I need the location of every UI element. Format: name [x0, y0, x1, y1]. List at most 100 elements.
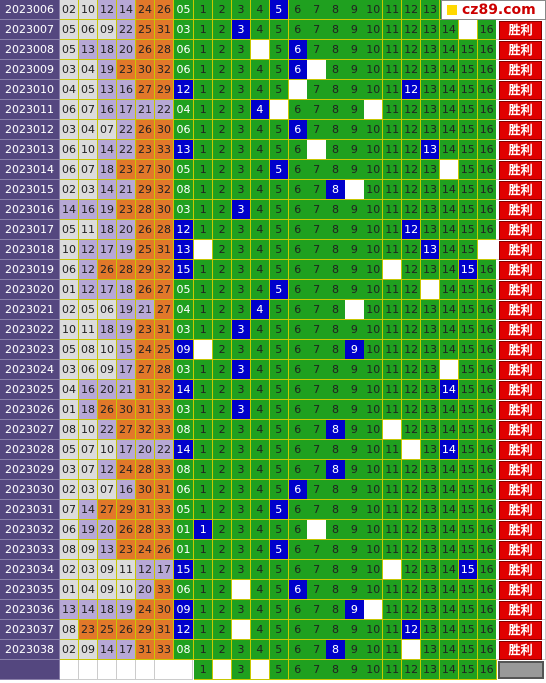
red-ball: 14 [79, 500, 98, 520]
red-ball: 27 [136, 160, 155, 180]
grid-cell: 9 [345, 480, 365, 500]
grid-cell: 2 [212, 80, 233, 100]
red-ball: 19 [117, 320, 136, 340]
grid-cell: 6 [288, 620, 308, 640]
grid-cell: 2 [212, 480, 233, 500]
grid-cell: 16 [477, 520, 497, 540]
grid-cell: 13 [420, 600, 441, 620]
grid-cell: 5 [269, 560, 289, 580]
grid-cell: 15 [458, 580, 478, 600]
result-badge: 胜利 [499, 341, 542, 360]
grid-cell: 15 [458, 140, 478, 160]
red-ball: 30 [136, 60, 155, 80]
red-ball: 24 [136, 540, 155, 560]
red-ball: 31 [136, 640, 155, 660]
red-ball: 32 [155, 60, 174, 80]
grid-cell: 2 [212, 600, 233, 620]
hit-cell: 6 [288, 580, 308, 600]
logo: cz89.com [441, 0, 546, 20]
grid-cell: 16 [477, 120, 497, 140]
red-ball: 05 [79, 80, 98, 100]
logo-icon [447, 5, 457, 15]
red-ball: 26 [136, 120, 155, 140]
grid-cell: 2 [212, 520, 233, 540]
grid-cell: 15 [458, 620, 478, 640]
grid-cell: 12 [401, 380, 422, 400]
grid-cell: 14 [439, 340, 460, 360]
grid-cell: 8 [326, 120, 346, 140]
grid-cell: 12 [401, 20, 422, 40]
blue-ball: 03 [174, 20, 194, 40]
grid-cell: 3 [231, 640, 252, 660]
red-ball: 03 [60, 120, 79, 140]
grid-cell: 9 [345, 540, 365, 560]
red-ball: 23 [136, 140, 155, 160]
hit-cell: 8 [326, 640, 346, 660]
grid-cell: 11 [383, 180, 403, 200]
grid-cell: 12 [401, 180, 422, 200]
result: 胜利 [496, 520, 546, 540]
grid-cell: 9 [345, 80, 365, 100]
grid-cell: 10 [364, 460, 384, 480]
red-ball: 10 [98, 440, 117, 460]
red-ball: 02 [60, 480, 79, 500]
red-ball: 11 [79, 220, 98, 240]
grid-cell: 6 [288, 360, 308, 380]
red-ball: 07 [79, 440, 98, 460]
grid-cell: 9 [345, 200, 365, 220]
grid-cell: 7 [307, 600, 327, 620]
period: 2023021 [0, 300, 60, 320]
grid-cell: 4 [250, 320, 271, 340]
blue-ball: 06 [174, 120, 194, 140]
grid-cell: 10 [364, 160, 384, 180]
grid-cell: 1 [194, 600, 214, 620]
grid-cell: 16 [477, 40, 497, 60]
grid-cell: 16 [477, 280, 497, 300]
red-ball: 16 [79, 380, 98, 400]
red-ball: 11 [117, 560, 136, 580]
period: 2023035 [0, 580, 60, 600]
result: 胜利 [496, 160, 546, 180]
grid-cell: 8 [326, 580, 346, 600]
red-ball: 29 [155, 80, 174, 100]
grid-cell: 12 [401, 300, 422, 320]
period: 2023032 [0, 520, 60, 540]
grid-cell: 3 [231, 220, 252, 240]
grid-cell: 9 [345, 280, 365, 300]
grid-cell: 11 [383, 500, 403, 520]
blank-cell [194, 340, 214, 360]
grid-cell: 7 [307, 40, 327, 60]
grid-cell: 2 [212, 360, 233, 380]
grid-cell: 4 [250, 620, 271, 640]
grid-cell: 13 [420, 40, 441, 60]
red-ball: 07 [79, 100, 98, 120]
grid-cell: 13 [420, 300, 441, 320]
grid-cell: 13 [420, 80, 441, 100]
grid-cell: 9 [345, 320, 365, 340]
blue-ball: 05 [174, 280, 194, 300]
grid-cell: 16 [477, 360, 497, 380]
grid-cell: 3 [231, 500, 252, 520]
grid-cell: 1 [194, 420, 214, 440]
grid-cell: 7 [307, 660, 327, 680]
grid-cell: 13 [420, 160, 441, 180]
red-ball: 12 [98, 0, 117, 20]
blank-cell [383, 260, 403, 280]
grid-cell: 1 [194, 120, 214, 140]
result-badge: 胜利 [499, 61, 542, 80]
hit-cell: 6 [288, 480, 308, 500]
grid-cell: 14 [439, 420, 460, 440]
grid-cell: 2 [212, 500, 233, 520]
red-ball: 26 [155, 540, 174, 560]
blue-ball: 13 [174, 140, 194, 160]
blank-cell [477, 240, 497, 260]
grid-cell: 7 [307, 360, 327, 380]
grid-cell: 5 [269, 80, 289, 100]
grid-cell: 16 [477, 380, 497, 400]
period: 2023027 [0, 420, 60, 440]
grid-cell: 12 [401, 280, 422, 300]
red-ball: 10 [79, 140, 98, 160]
grid-cell: 2 [212, 560, 233, 580]
blue-ball: 09 [174, 600, 194, 620]
grid-cell: 9 [345, 40, 365, 60]
